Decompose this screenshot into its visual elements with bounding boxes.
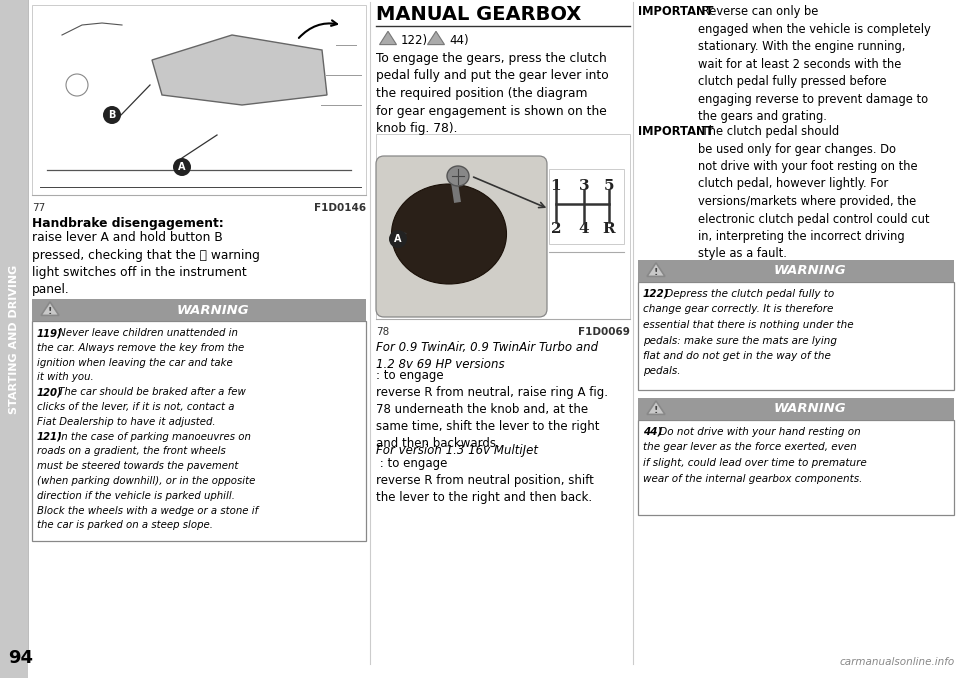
Text: the gear lever as the force exerted, even: the gear lever as the force exerted, eve…	[643, 443, 856, 452]
Text: WARNING: WARNING	[177, 304, 250, 317]
Bar	[32, 5, 366, 195]
Text: In the case of parking manoeuvres on: In the case of parking manoeuvres on	[56, 432, 252, 441]
Text: MANUAL GEARBOX: MANUAL GEARBOX	[376, 5, 581, 24]
Text: STARTING AND DRIVING: STARTING AND DRIVING	[9, 264, 19, 414]
Text: roads on a gradient, the front wheels: roads on a gradient, the front wheels	[37, 446, 226, 456]
Text: 121): 121)	[37, 432, 62, 441]
Bar	[32, 321, 366, 541]
Text: 1: 1	[551, 179, 562, 193]
Text: 77: 77	[32, 203, 45, 213]
Text: raise lever A and hold button B
pressed, checking that the Ⓘ warning
light switc: raise lever A and hold button B pressed,…	[32, 231, 260, 296]
Text: The car should be braked after a few: The car should be braked after a few	[56, 387, 246, 397]
Text: 4: 4	[579, 222, 589, 236]
Text: The clutch pedal should
be used only for gear changes. Do
not drive with your fo: The clutch pedal should be used only for…	[698, 125, 929, 260]
Bar	[549, 169, 624, 244]
Text: wear of the internal gearbox components.: wear of the internal gearbox components.	[643, 473, 862, 483]
Text: A: A	[395, 234, 401, 244]
Text: Block the wheels with a wedge or a stone if: Block the wheels with a wedge or a stone…	[37, 506, 258, 515]
Text: WARNING: WARNING	[774, 403, 847, 416]
Bar	[0, 0, 28, 678]
Text: change gear correctly. It is therefore: change gear correctly. It is therefore	[643, 304, 833, 315]
Text: A: A	[179, 162, 185, 172]
Polygon shape	[152, 35, 327, 105]
Text: 122): 122)	[401, 34, 428, 47]
Text: B: B	[108, 110, 116, 120]
Text: pedals.: pedals.	[643, 367, 681, 376]
Text: 78: 78	[376, 327, 389, 337]
Text: WARNING: WARNING	[774, 264, 847, 277]
Circle shape	[103, 106, 121, 124]
Text: : to engage
reverse R from neutral, raise ring A fig.
78 underneath the knob and: : to engage reverse R from neutral, rais…	[376, 369, 608, 450]
Text: IMPORTANT: IMPORTANT	[638, 125, 713, 138]
Text: 3: 3	[579, 179, 589, 193]
Text: must be steered towards the pavement: must be steered towards the pavement	[37, 461, 238, 471]
Bar	[638, 420, 954, 515]
Text: essential that there is nothing under the: essential that there is nothing under th…	[643, 320, 853, 330]
Text: ignition when leaving the car and take: ignition when leaving the car and take	[37, 357, 232, 367]
Text: pedals: make sure the mats are lying: pedals: make sure the mats are lying	[643, 336, 837, 346]
Text: R: R	[603, 222, 615, 236]
Text: if slight, could lead over time to premature: if slight, could lead over time to prema…	[643, 458, 867, 468]
Bar	[638, 282, 954, 390]
Bar	[638, 398, 954, 420]
Text: !: !	[48, 307, 52, 316]
Text: Depress the clutch pedal fully to: Depress the clutch pedal fully to	[662, 289, 834, 299]
Text: 44): 44)	[449, 34, 468, 47]
Polygon shape	[647, 263, 665, 277]
Text: : to engage
reverse R from neutral position, shift
the lever to the right and th: : to engage reverse R from neutral posit…	[376, 457, 594, 504]
Text: F1D0069: F1D0069	[578, 327, 630, 337]
Text: clicks of the lever, if it is not, contact a: clicks of the lever, if it is not, conta…	[37, 402, 234, 412]
Circle shape	[173, 158, 191, 176]
Bar	[638, 260, 954, 282]
Text: IMPORTANT: IMPORTANT	[638, 5, 713, 18]
Ellipse shape	[392, 184, 507, 284]
Text: the car. Always remove the key from the: the car. Always remove the key from the	[37, 343, 244, 353]
Text: 94: 94	[8, 649, 33, 667]
Polygon shape	[647, 401, 665, 414]
Text: Fiat Dealership to have it adjusted.: Fiat Dealership to have it adjusted.	[37, 417, 216, 426]
Text: 120): 120)	[37, 387, 62, 397]
Text: !: !	[654, 268, 659, 277]
Bar	[376, 134, 630, 319]
Text: For version 1.3 16v MultiJet: For version 1.3 16v MultiJet	[376, 444, 538, 457]
Text: 122): 122)	[643, 289, 669, 299]
Text: (when parking downhill), or in the opposite: (when parking downhill), or in the oppos…	[37, 476, 255, 486]
Text: Do not drive with your hand resting on: Do not drive with your hand resting on	[656, 427, 860, 437]
Text: To engage the gears, press the clutch
pedal fully and put the gear lever into
th: To engage the gears, press the clutch pe…	[376, 52, 609, 135]
Text: it with you.: it with you.	[37, 372, 94, 382]
Text: carmanualsonline.info: carmanualsonline.info	[840, 657, 955, 667]
Text: Handbrake disengagement:: Handbrake disengagement:	[32, 217, 224, 230]
Polygon shape	[379, 31, 396, 45]
FancyBboxPatch shape	[376, 156, 547, 317]
Text: the car is parked on a steep slope.: the car is parked on a steep slope.	[37, 521, 213, 530]
Polygon shape	[41, 302, 59, 315]
Bar	[32, 299, 366, 321]
Ellipse shape	[447, 166, 469, 186]
Text: 119): 119)	[37, 328, 62, 338]
Text: 2: 2	[551, 222, 562, 236]
Text: 5: 5	[604, 179, 614, 193]
Text: 44): 44)	[643, 427, 662, 437]
Text: flat and do not get in the way of the: flat and do not get in the way of the	[643, 351, 830, 361]
Text: F1D0146: F1D0146	[314, 203, 366, 213]
Text: Never leave children unattended in: Never leave children unattended in	[56, 328, 238, 338]
Text: Reverse can only be
engaged when the vehicle is completely
stationary. With the : Reverse can only be engaged when the veh…	[698, 5, 931, 123]
Text: direction if the vehicle is parked uphill.: direction if the vehicle is parked uphil…	[37, 491, 235, 501]
Text: For 0.9 TwinAir, 0.9 TwinAir Turbo and
1.2 8v 69 HP versions: For 0.9 TwinAir, 0.9 TwinAir Turbo and 1…	[376, 341, 598, 371]
Text: !: !	[654, 406, 659, 415]
Circle shape	[389, 230, 407, 248]
Polygon shape	[427, 31, 444, 45]
